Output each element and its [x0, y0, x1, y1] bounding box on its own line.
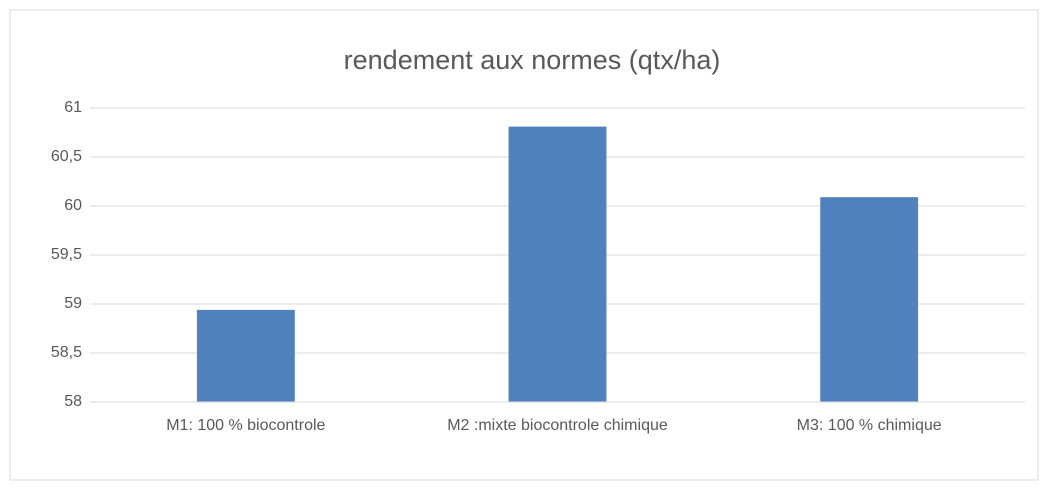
y-tick-label: 60,5 [51, 148, 82, 165]
bar [508, 126, 607, 403]
y-tick-label: 58,5 [51, 344, 82, 361]
y-tick-label: 59,5 [51, 246, 82, 263]
chart-title: rendement aux normes (qtx/ha) [344, 45, 721, 75]
y-tick-label: 58 [64, 393, 82, 410]
y-tick-label: 61 [64, 99, 82, 116]
bar [820, 197, 919, 402]
x-tick-label: M1: 100 % biocontrole [166, 417, 325, 434]
x-tick-label: M2 :mixte biocontrole chimique [447, 417, 668, 434]
bar [196, 309, 295, 402]
x-tick-label: M3: 100 % chimique [797, 417, 942, 434]
y-tick-label: 60 [64, 197, 82, 214]
y-tick-label: 59 [64, 295, 82, 312]
